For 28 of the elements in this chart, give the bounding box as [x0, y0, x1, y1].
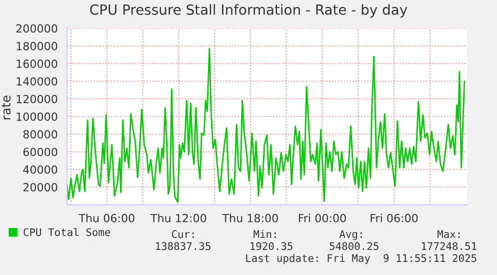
- x-tick-label: Thu 06:00: [78, 214, 134, 222]
- y-tick-label: 160000: [16, 60, 58, 68]
- line-series: [67, 48, 466, 203]
- text: Max:: [438, 230, 460, 238]
- y-tick-label: 80000: [23, 130, 58, 139]
- x-tick-label: Fri 06:00: [370, 214, 418, 222]
- x-tick-label: Fri 00:00: [298, 214, 346, 222]
- text: 54800.25: [330, 242, 378, 250]
- text: 177248.51: [422, 242, 476, 250]
- y-tick-label: 60000: [23, 148, 58, 156]
- y-tick-label: 180000: [16, 42, 58, 50]
- y-tick-label: 140000: [16, 77, 58, 86]
- x-tick-label: Thu 12:00: [150, 214, 206, 222]
- text: 138837.35: [156, 242, 210, 250]
- legend-label: CPU Total Some: [24, 228, 110, 236]
- text: 1920.35: [250, 242, 292, 250]
- text: Min:: [254, 230, 276, 238]
- y-tick-label: 120000: [16, 94, 58, 104]
- y-tick-label: 20000: [23, 183, 58, 192]
- text: Last update: Fri May 9 11:55:11 2025: [246, 254, 476, 264]
- y-tick-label: 40000: [23, 165, 58, 174]
- y-axis-title: rate: [2, 96, 11, 120]
- chart-title: CPU Pressure Stall Information - Rate - by day: [90, 4, 408, 18]
- text: Avg:: [339, 230, 362, 240]
- text: Cur:: [172, 230, 194, 238]
- x-tick-label: Thu 18:00: [222, 214, 278, 222]
- y-tick-label: 200000: [16, 24, 58, 33]
- y-tick-label: 100000: [16, 112, 58, 121]
